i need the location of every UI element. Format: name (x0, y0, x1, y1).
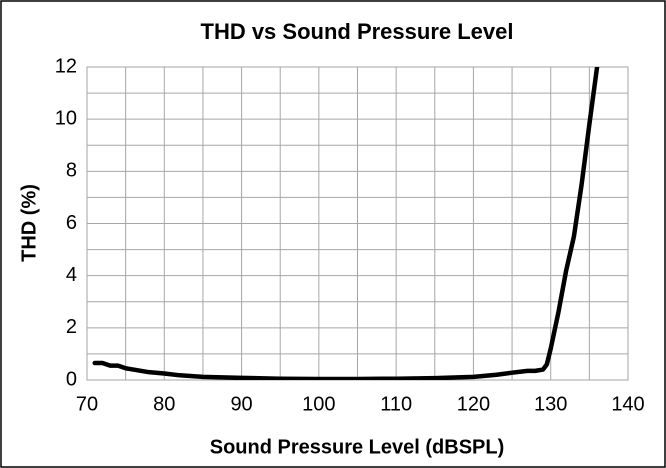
y-tick-label: 4 (66, 264, 77, 286)
x-axis-label: Sound Pressure Level (dBSPL) (210, 436, 505, 458)
y-tick-label: 2 (66, 316, 77, 338)
x-tick-label: 140 (611, 393, 644, 415)
y-axis-label: THD (%) (18, 184, 40, 262)
y-tick-label: 6 (66, 212, 77, 234)
y-tick-label: 10 (55, 107, 77, 129)
grid (86, 66, 629, 381)
x-tick-label: 70 (76, 393, 98, 415)
x-tick-label: 100 (302, 393, 335, 415)
plot (92, 67, 600, 380)
chart-title: THD vs Sound Pressure Level (201, 19, 514, 44)
x-tick-label: 130 (534, 393, 567, 415)
x-tick-label: 80 (153, 393, 175, 415)
x-tick-label: 90 (230, 393, 252, 415)
y-tick-label: 12 (55, 55, 77, 77)
x-tick-label: 120 (457, 393, 490, 415)
y-tick-label: 0 (66, 368, 77, 390)
data-line (92, 67, 600, 380)
x-tick-label: 110 (380, 393, 412, 415)
y-tick-label: 8 (66, 160, 77, 182)
